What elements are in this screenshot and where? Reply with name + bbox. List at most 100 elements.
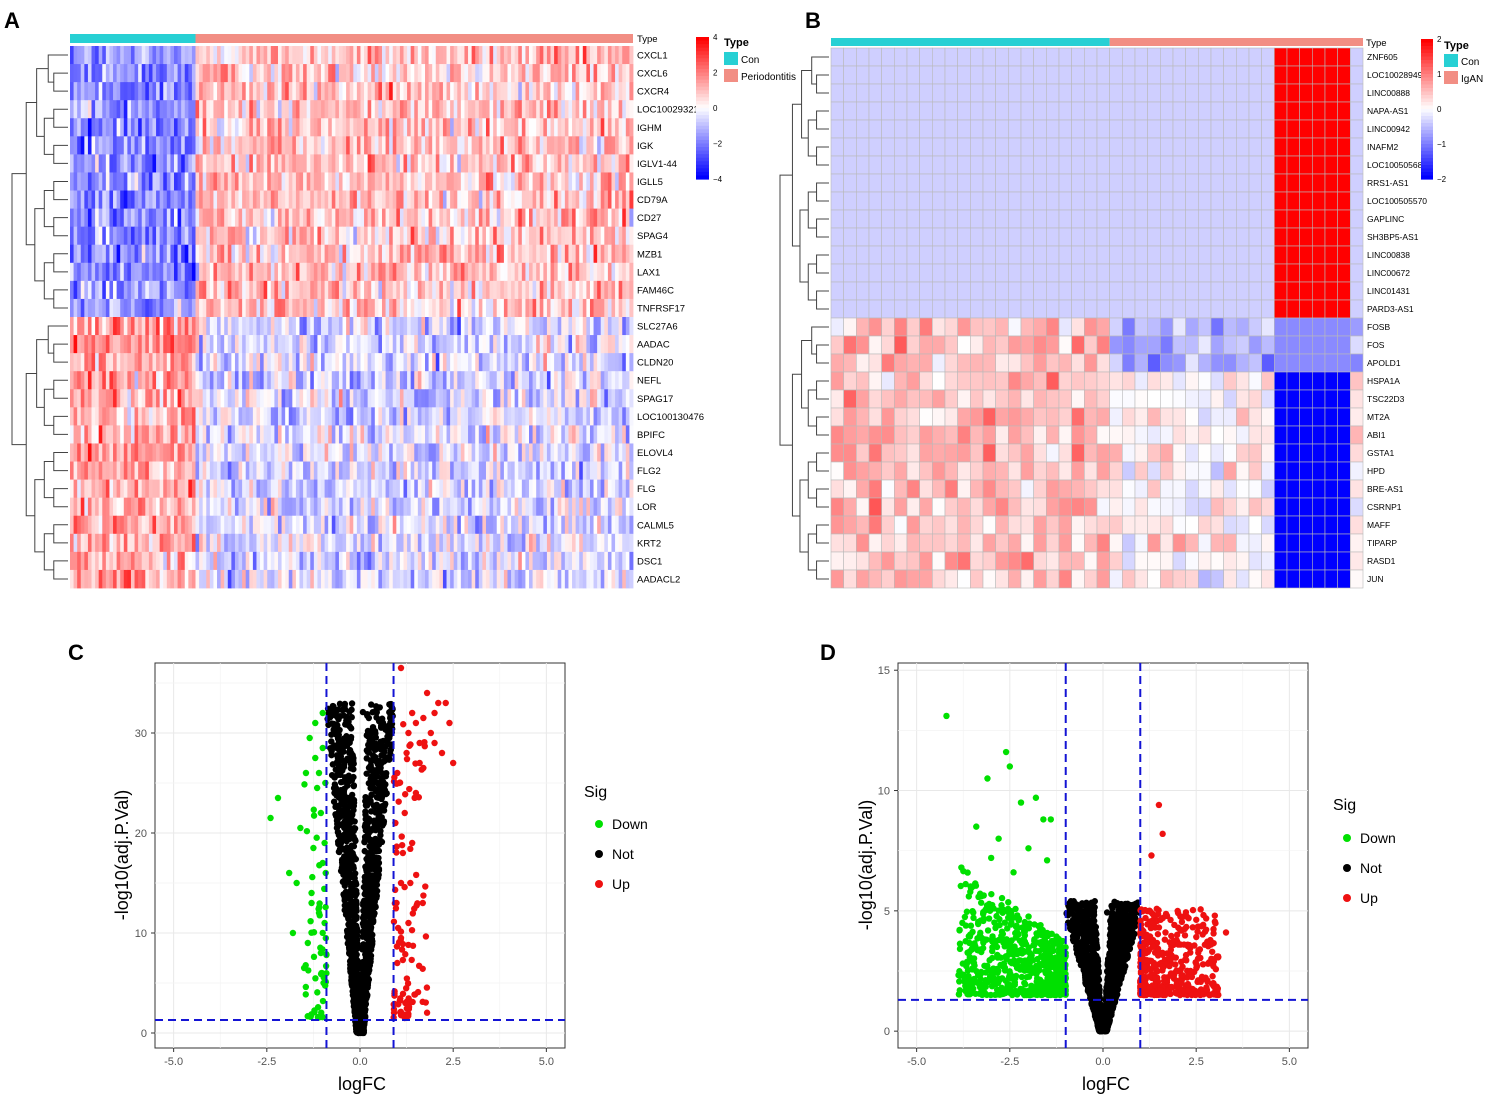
- heatmap-cell: [213, 298, 218, 318]
- heatmap-cell: [493, 389, 498, 408]
- heatmap-cell: [295, 154, 300, 173]
- heatmap-cell: [597, 244, 602, 264]
- heatmap-cell: [543, 46, 548, 65]
- heatmap-cell: [95, 280, 100, 300]
- heatmap-cell: [116, 298, 121, 318]
- heatmap-cell: [310, 335, 315, 354]
- heatmap-cell: [564, 136, 569, 155]
- heatmap-cell: [292, 118, 297, 137]
- heatmap-cell: [249, 317, 254, 336]
- heatmap-cell: [525, 118, 530, 137]
- heatmap-cell: [622, 64, 627, 83]
- heatmap-cell: [295, 298, 300, 318]
- heatmap-cell: [586, 317, 591, 336]
- heatmap-cell: [70, 262, 74, 282]
- heatmap-cell: [77, 569, 82, 589]
- heatmap-cell: [453, 389, 458, 408]
- heatmap-cell: [220, 317, 225, 336]
- legend-swatch-periodontitis: [724, 69, 738, 82]
- heatmap-cell: [389, 335, 394, 354]
- heatmap-cell: [199, 569, 204, 589]
- heatmap-cell: [338, 479, 343, 499]
- heatmap-cell: [73, 190, 78, 209]
- heatmap-cell: [338, 280, 343, 300]
- heatmap-cell: [120, 46, 125, 65]
- heatmap-cell: [457, 389, 462, 408]
- heatmap-cell: [1299, 65, 1313, 85]
- heatmap-cell: [1046, 47, 1060, 67]
- heatmap-cell: [364, 154, 369, 173]
- heatmap-cell: [245, 335, 250, 354]
- heatmap-cell: [238, 82, 243, 101]
- colorbar-step: [696, 143, 709, 148]
- heatmap-cell: [622, 533, 627, 553]
- heatmap-cell: [303, 515, 308, 535]
- heatmap-cell: [73, 64, 78, 83]
- heatmap-cell: [392, 461, 397, 480]
- heatmap-cell: [511, 551, 516, 571]
- heatmap-cell: [127, 280, 132, 300]
- heatmap-cell: [625, 317, 630, 336]
- heatmap-cell: [231, 443, 236, 462]
- heatmap-cell: [417, 172, 422, 191]
- heatmap-cell: [310, 280, 315, 300]
- heatmap-cell: [285, 244, 290, 264]
- heatmap-cell: [546, 172, 551, 191]
- heatmap-cell: [432, 335, 437, 354]
- heatmap-cell: [389, 82, 394, 101]
- heatmap-cell: [450, 100, 455, 119]
- heatmap-cell: [152, 335, 157, 354]
- heatmap-cell: [299, 407, 304, 426]
- heatmap-cell: [231, 533, 236, 553]
- heatmap-cell: [245, 515, 250, 535]
- heatmap-cell: [263, 569, 268, 589]
- heatmap-cell: [234, 443, 239, 462]
- heatmap-cell: [468, 46, 473, 65]
- heatmap-cell: [209, 64, 214, 83]
- heatmap-cell: [209, 461, 214, 480]
- heatmap-cell: [611, 154, 616, 173]
- heatmap-cell: [277, 226, 282, 246]
- heatmap-cell: [159, 461, 164, 480]
- heatmap-cell: [184, 335, 189, 354]
- heatmap-cell: [292, 461, 297, 480]
- heatmap-cell: [181, 208, 186, 228]
- heatmap-cell: [173, 443, 178, 462]
- heatmap-cell: [188, 262, 193, 282]
- heatmap-cell: [557, 280, 562, 300]
- heatmap-cell: [367, 551, 372, 571]
- heatmap-cell: [234, 208, 239, 228]
- heatmap-cell: [91, 533, 96, 553]
- heatmap-cell: [410, 443, 415, 462]
- heatmap-cell: [346, 244, 351, 264]
- heatmap-cell: [270, 461, 275, 480]
- heatmap-cell: [166, 226, 171, 246]
- heatmap-cell: [529, 244, 533, 264]
- heatmap-cell: [446, 551, 451, 571]
- gene-label: MZB1: [637, 249, 662, 260]
- heatmap-cell: [511, 425, 516, 444]
- heatmap-cell: [546, 226, 551, 246]
- heatmap-cell: [428, 82, 433, 101]
- heatmap-cell: [561, 479, 566, 499]
- heatmap-cell: [489, 64, 494, 83]
- heatmap-cell: [432, 407, 437, 426]
- annotation-disease: [195, 34, 633, 43]
- heatmap-cell: [410, 190, 415, 209]
- heatmap-cell: [407, 208, 412, 228]
- heatmap-cell: [91, 479, 96, 499]
- heatmap-cell: [346, 262, 351, 282]
- heatmap-cell: [389, 443, 394, 462]
- heatmap-cell: [539, 461, 544, 480]
- dendrogram-root: [779, 174, 793, 446]
- heatmap-cell: [482, 298, 487, 318]
- heatmap-cell: [285, 280, 290, 300]
- heatmap-cell: [130, 118, 135, 137]
- heatmap-cell: [446, 407, 451, 426]
- heatmap-cell: [360, 569, 365, 589]
- heatmap-cell: [138, 317, 143, 336]
- heatmap-cell: [539, 533, 544, 553]
- heatmap-cell: [500, 479, 505, 499]
- heatmap-cell: [141, 208, 146, 228]
- heatmap-cell: [371, 118, 376, 137]
